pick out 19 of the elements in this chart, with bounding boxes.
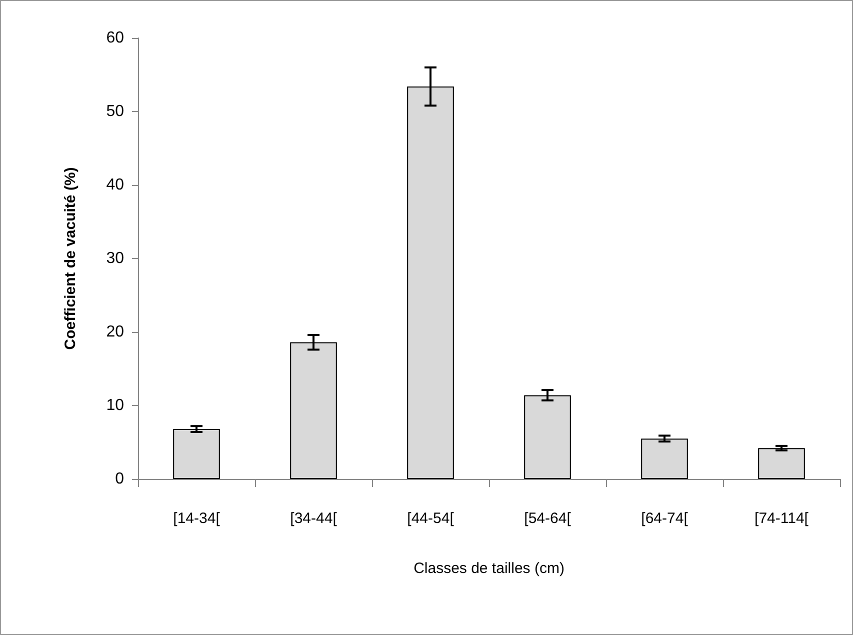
- y-axis-title: Coefficient de vacuité (%): [62, 167, 79, 350]
- bar: [173, 429, 220, 479]
- x-tick-label: [74-114[: [754, 510, 810, 527]
- bar: [524, 395, 571, 479]
- y-tick-label: 60: [106, 30, 124, 46]
- y-tick-label: 20: [106, 324, 124, 340]
- x-axis-title: Classes de tailles (cm): [414, 560, 564, 577]
- x-tick-label: [14-34[: [173, 510, 221, 527]
- x-tick-label: [64-74[: [641, 510, 689, 527]
- bar: [641, 438, 688, 479]
- y-tick-label: 10: [106, 397, 124, 414]
- y-tick-label: 0: [115, 470, 124, 488]
- y-tick-label: 40: [106, 176, 124, 194]
- x-tick-label: [44-54[: [407, 510, 455, 527]
- bar: [758, 448, 805, 479]
- y-tick-label: 30: [106, 250, 124, 267]
- y-tick-label: 50: [106, 103, 124, 120]
- x-tick-label: [34-44[: [290, 510, 338, 527]
- x-tick-label: [54-64[: [524, 510, 572, 527]
